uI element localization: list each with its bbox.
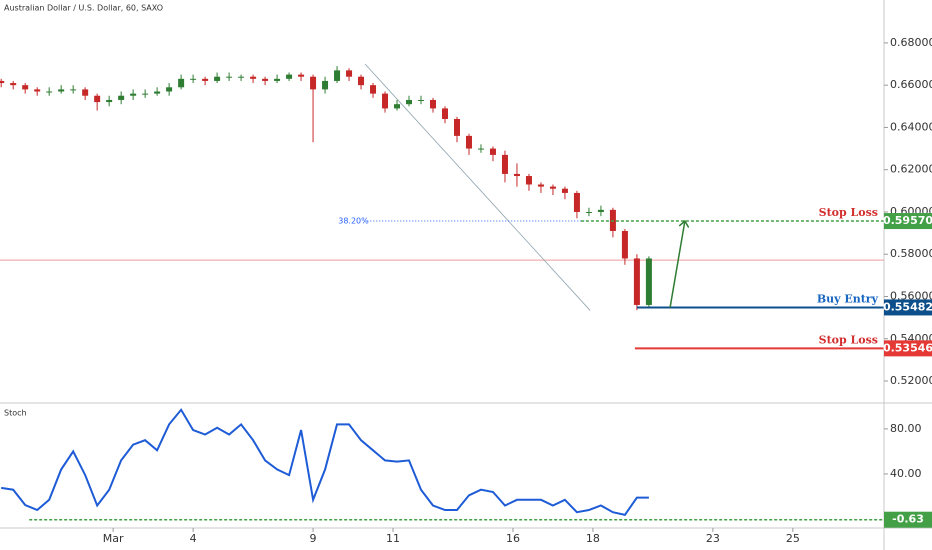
candle-body: [58, 89, 65, 92]
level-label: 0.53546: [883, 341, 932, 354]
candle-body: [549, 186, 556, 189]
y-tick-label: 80.00: [890, 422, 922, 435]
candle-body: [10, 83, 17, 86]
candle-body: [645, 258, 652, 305]
candle-body: [298, 74, 305, 77]
candle-body: [418, 99, 425, 101]
candle-body: [394, 104, 401, 109]
x-tick-label: 16: [506, 532, 520, 545]
candle-body: [310, 76, 317, 90]
candle-body: [441, 108, 448, 119]
x-tick-label: 25: [786, 532, 800, 545]
level-badge: [884, 213, 932, 230]
indicator-title: Stoch: [4, 409, 27, 418]
y-tick-label: 0.52000: [890, 374, 932, 387]
level-badge: [884, 340, 932, 357]
candle-body: [214, 76, 221, 81]
y-tick-label: 0.62000: [890, 163, 932, 176]
level-badge: [884, 299, 932, 316]
trend-line: [364, 63, 591, 311]
candle-body: [453, 118, 460, 136]
candle-body: [382, 93, 389, 109]
level-label: 0.55482: [883, 300, 932, 313]
candle-body: [118, 95, 125, 100]
x-tick-label: 11: [386, 532, 400, 545]
candle-body: [406, 99, 413, 105]
candle-body: [34, 89, 41, 92]
candle-body: [573, 192, 580, 212]
candle-body: [334, 70, 341, 81]
level-name: Stop Loss: [819, 333, 878, 346]
candle-body: [346, 70, 353, 77]
candle-body: [226, 76, 233, 78]
candle-body: [190, 78, 197, 80]
candle-body: [513, 173, 520, 177]
candle-body: [262, 78, 269, 81]
candle-body: [489, 148, 496, 155]
candle-body: [322, 80, 329, 90]
level-name: Stop Loss: [819, 206, 878, 219]
candle-body: [430, 99, 437, 109]
candle-body: [561, 188, 568, 193]
y-tick-label: 0.68000: [890, 36, 932, 49]
candle-body: [537, 184, 544, 187]
y-tick-label: 0.56000: [890, 289, 932, 302]
candle-body: [0, 80, 5, 84]
candle-body: [477, 148, 484, 150]
candle-body: [202, 78, 209, 81]
candle-body: [286, 74, 293, 79]
x-tick-label: 4: [190, 532, 197, 545]
candle-body: [358, 76, 365, 86]
candle-body: [525, 176, 532, 185]
level-label: 0.59570: [883, 214, 932, 227]
candle-body: [250, 76, 257, 79]
candle-body: [142, 93, 149, 95]
fib-label: 38.20%: [338, 217, 369, 226]
candle-body: [585, 211, 592, 213]
candle-body: [22, 85, 29, 90]
x-tick-label: Mar: [103, 532, 124, 545]
stoch-level-label: -0.63: [892, 513, 924, 526]
candle-body: [70, 89, 77, 91]
level-name: Buy Entry: [817, 292, 879, 305]
x-tick-label: 18: [586, 532, 600, 545]
candle-body: [46, 91, 53, 93]
candle-body: [94, 95, 101, 103]
candle-body: [238, 76, 245, 78]
arrow: [669, 221, 685, 308]
candle-body: [130, 93, 137, 96]
candle-body: [597, 209, 604, 212]
candle-body: [82, 89, 89, 96]
candle-body: [166, 87, 173, 92]
y-tick-label: 0.58000: [890, 247, 932, 260]
candle-body: [106, 99, 113, 103]
stoch-line: [1, 408, 649, 517]
candle-body: [621, 230, 628, 259]
candle-body: [501, 154, 508, 174]
y-tick-label: 0.64000: [890, 120, 932, 133]
y-tick-label: 40.00: [890, 467, 922, 480]
y-tick-label: 0.66000: [890, 78, 932, 91]
stoch-badge: [884, 511, 932, 528]
candle-body: [154, 91, 161, 94]
candle-body: [274, 78, 281, 81]
candle-body: [178, 78, 185, 88]
chart-title: Australian Dollar / U.S. Dollar, 60, SAX…: [4, 4, 163, 13]
candle-body: [465, 135, 472, 149]
x-tick-label: 23: [706, 532, 720, 545]
candle-body: [370, 85, 377, 94]
candle-body: [633, 258, 640, 305]
x-tick-label: 9: [310, 532, 317, 545]
